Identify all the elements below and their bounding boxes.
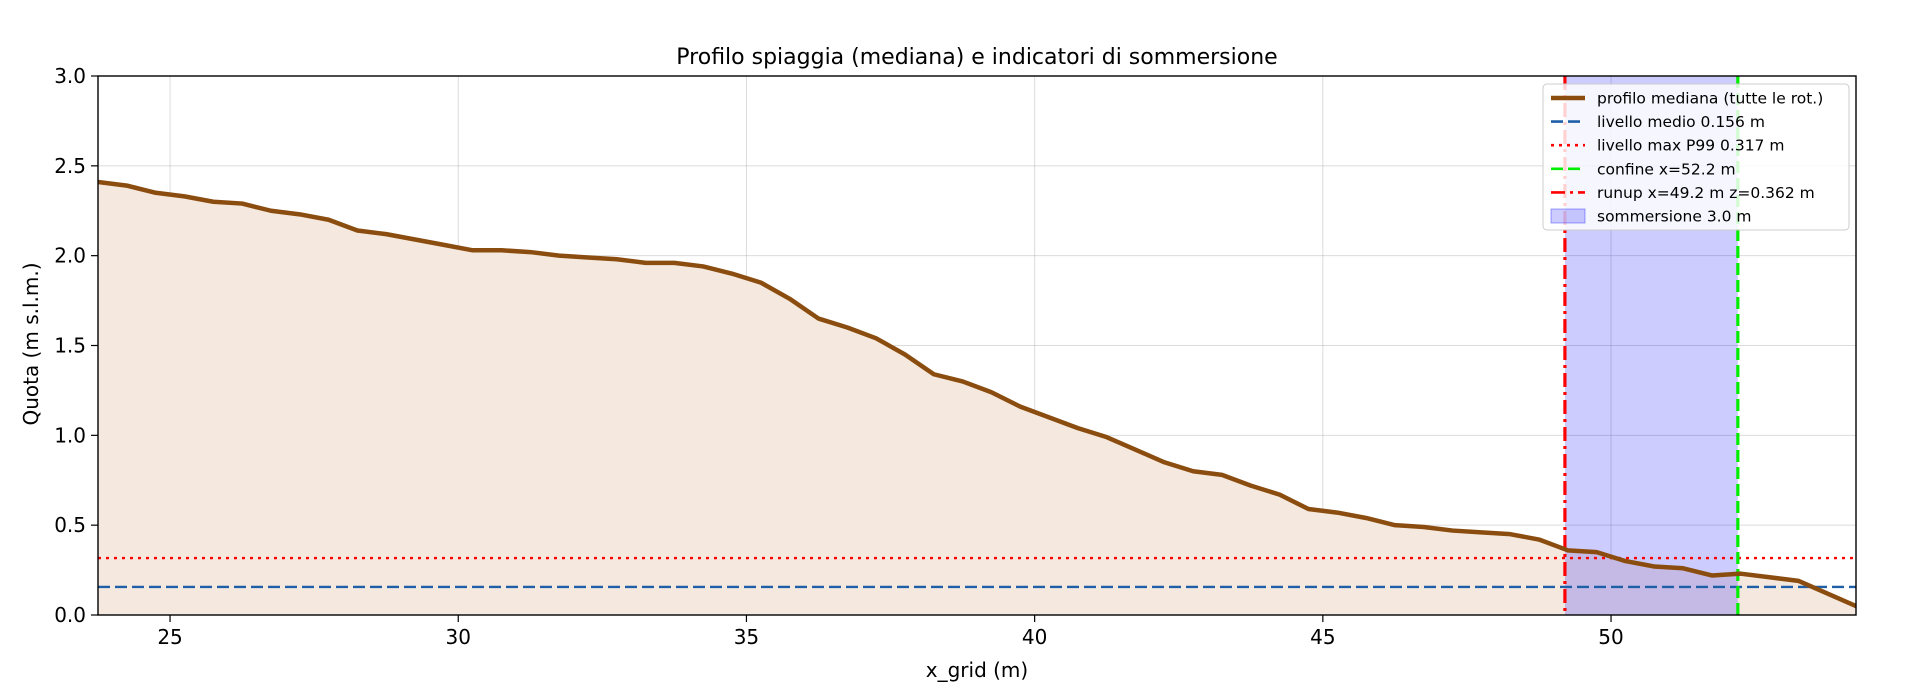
legend: profilo mediana (tutte le rot.) livello m…	[1542, 83, 1850, 231]
profile-line	[98, 179, 1856, 609]
y-tick-label: 0.5	[54, 513, 86, 537]
y-tick-label: 2.0	[54, 244, 86, 268]
x-axis-title: x_grid (m)	[926, 658, 1028, 682]
legend-label: confine x=52.2 m	[1597, 160, 1736, 178]
y-tick-label: 1.5	[54, 334, 86, 358]
legend-label: livello medio 0.156 m	[1597, 113, 1765, 131]
x-tick-label: 45	[1310, 625, 1335, 649]
legend-label: profilo mediana (tutte le rot.)	[1597, 90, 1823, 108]
legend-label: livello max P99 0.317 m	[1597, 137, 1784, 155]
legend-label: sommersione 3.0 m	[1597, 208, 1752, 226]
legend-box	[1542, 83, 1850, 231]
y-axis-title: Quota (m s.l.m.)	[19, 262, 43, 425]
y-tick-label: 2.5	[54, 154, 86, 178]
x-tick-label: 40	[1022, 625, 1047, 649]
legend-swatch	[1550, 208, 1586, 224]
y-tick-label: 1.0	[54, 423, 86, 447]
x-tick-label: 25	[157, 625, 182, 649]
x-tick-label: 30	[446, 625, 471, 649]
y-tick-label: 3.0	[54, 64, 86, 88]
x-tick-label: 35	[734, 625, 759, 649]
chart-title: Profilo spiaggia (mediana) e indicatori …	[676, 45, 1277, 70]
axis-ticks: 25 30 35 40 45 50 0.0 0.5 1.0 1.5 2.0 2.5 3.0	[54, 64, 1624, 649]
legend-label: runup x=49.2 m z=0.362 m	[1597, 184, 1815, 202]
y-tick-label: 0.0	[54, 603, 86, 627]
profile-fill	[98, 182, 1856, 615]
x-tick-label: 50	[1598, 625, 1623, 649]
